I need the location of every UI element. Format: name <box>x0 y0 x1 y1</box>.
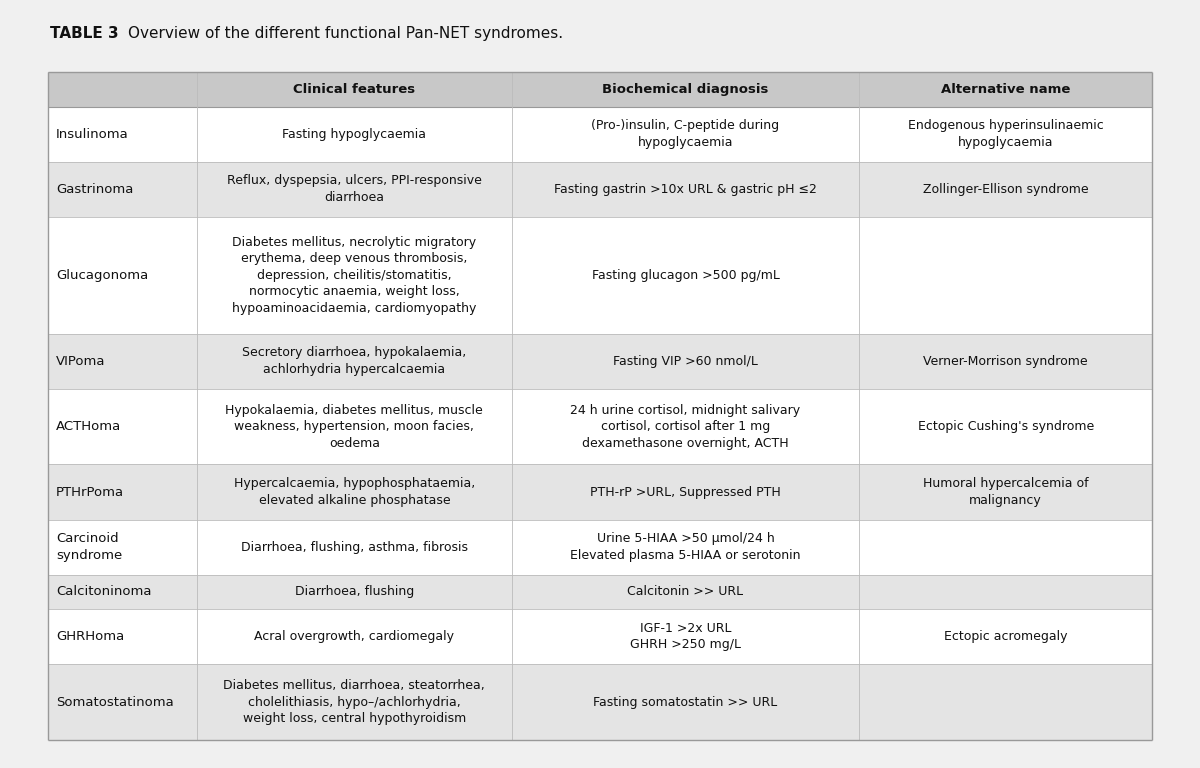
Text: Insulinoma: Insulinoma <box>56 127 128 141</box>
Bar <box>48 664 1152 740</box>
Text: Gastrinoma: Gastrinoma <box>56 183 133 196</box>
Text: Reflux, dyspepsia, ulcers, PPI-responsive
diarrhoea: Reflux, dyspepsia, ulcers, PPI-responsiv… <box>227 174 481 204</box>
Text: Hypokalaemia, diabetes mellitus, muscle
weakness, hypertension, moon facies,
oed: Hypokalaemia, diabetes mellitus, muscle … <box>226 404 484 449</box>
Text: Diarrhoea, flushing: Diarrhoea, flushing <box>295 585 414 598</box>
Text: Alternative name: Alternative name <box>941 83 1070 96</box>
Text: Verner-Morrison syndrome: Verner-Morrison syndrome <box>924 355 1088 368</box>
Text: Hypercalcaemia, hypophosphataemia,
elevated alkaline phosphatase: Hypercalcaemia, hypophosphataemia, eleva… <box>234 477 475 507</box>
Text: Glucagonoma: Glucagonoma <box>56 269 149 282</box>
Bar <box>48 389 1152 465</box>
Text: Diarrhoea, flushing, asthma, fibrosis: Diarrhoea, flushing, asthma, fibrosis <box>241 541 468 554</box>
Text: Carcinoid
syndrome: Carcinoid syndrome <box>56 532 122 562</box>
Text: Urine 5-HIAA >50 μmol/24 h
Elevated plasma 5-HIAA or serotonin: Urine 5-HIAA >50 μmol/24 h Elevated plas… <box>570 532 800 562</box>
Text: Acral overgrowth, cardiomegaly: Acral overgrowth, cardiomegaly <box>254 631 455 644</box>
Text: PTHrPoma: PTHrPoma <box>56 485 124 498</box>
Text: Clinical features: Clinical features <box>293 83 415 96</box>
Bar <box>48 161 1152 217</box>
Text: ACTHoma: ACTHoma <box>56 420 121 433</box>
Text: Diabetes mellitus, diarrhoea, steatorrhea,
cholelithiasis, hypo–/achlorhydria,
w: Diabetes mellitus, diarrhoea, steatorrhe… <box>223 679 485 725</box>
Text: Biochemical diagnosis: Biochemical diagnosis <box>602 83 769 96</box>
Text: Calcitonin >> URL: Calcitonin >> URL <box>628 585 744 598</box>
Bar <box>48 465 1152 520</box>
Bar <box>48 520 1152 574</box>
Text: Ectopic Cushing's syndrome: Ectopic Cushing's syndrome <box>918 420 1094 433</box>
Bar <box>48 72 1152 107</box>
Bar <box>48 574 1152 609</box>
Text: Fasting somatostatin >> URL: Fasting somatostatin >> URL <box>594 696 778 709</box>
Text: Humoral hypercalcemia of
malignancy: Humoral hypercalcemia of malignancy <box>923 477 1088 507</box>
Text: Fasting hypoglycaemia: Fasting hypoglycaemia <box>282 127 426 141</box>
Text: PTH-rP >URL, Suppressed PTH: PTH-rP >URL, Suppressed PTH <box>590 485 781 498</box>
Text: (Pro-)insulin, C-peptide during
hypoglycaemia: (Pro-)insulin, C-peptide during hypoglyc… <box>592 119 780 149</box>
Text: Fasting glucagon >500 pg/mL: Fasting glucagon >500 pg/mL <box>592 269 780 282</box>
Text: Diabetes mellitus, necrolytic migratory
erythema, deep venous thrombosis,
depres: Diabetes mellitus, necrolytic migratory … <box>232 236 476 315</box>
Text: TABLE 3: TABLE 3 <box>50 26 119 41</box>
Text: VIPoma: VIPoma <box>56 355 106 368</box>
Text: Overview of the different functional Pan-NET syndromes.: Overview of the different functional Pan… <box>128 26 563 41</box>
Text: Zollinger-Ellison syndrome: Zollinger-Ellison syndrome <box>923 183 1088 196</box>
Text: IGF-1 >2x URL
GHRH >250 mg/L: IGF-1 >2x URL GHRH >250 mg/L <box>630 622 742 651</box>
Text: Ectopic acromegaly: Ectopic acromegaly <box>944 631 1068 644</box>
Text: 24 h urine cortisol, midnight salivary
cortisol, cortisol after 1 mg
dexamethaso: 24 h urine cortisol, midnight salivary c… <box>570 404 800 449</box>
Text: Fasting VIP >60 nmol/L: Fasting VIP >60 nmol/L <box>613 355 758 368</box>
Text: Calcitoninoma: Calcitoninoma <box>56 585 151 598</box>
Text: Somatostatinoma: Somatostatinoma <box>56 696 174 709</box>
Text: Fasting gastrin >10x URL & gastric pH ≤2: Fasting gastrin >10x URL & gastric pH ≤2 <box>554 183 817 196</box>
Bar <box>48 333 1152 389</box>
Text: Endogenous hyperinsulinaemic
hypoglycaemia: Endogenous hyperinsulinaemic hypoglycaem… <box>908 119 1104 149</box>
Bar <box>48 609 1152 664</box>
Text: Secretory diarrhoea, hypokalaemia,
achlorhydria hypercalcaemia: Secretory diarrhoea, hypokalaemia, achlo… <box>242 346 467 376</box>
Text: GHRHoma: GHRHoma <box>56 631 125 644</box>
Bar <box>48 107 1152 161</box>
Bar <box>48 217 1152 333</box>
